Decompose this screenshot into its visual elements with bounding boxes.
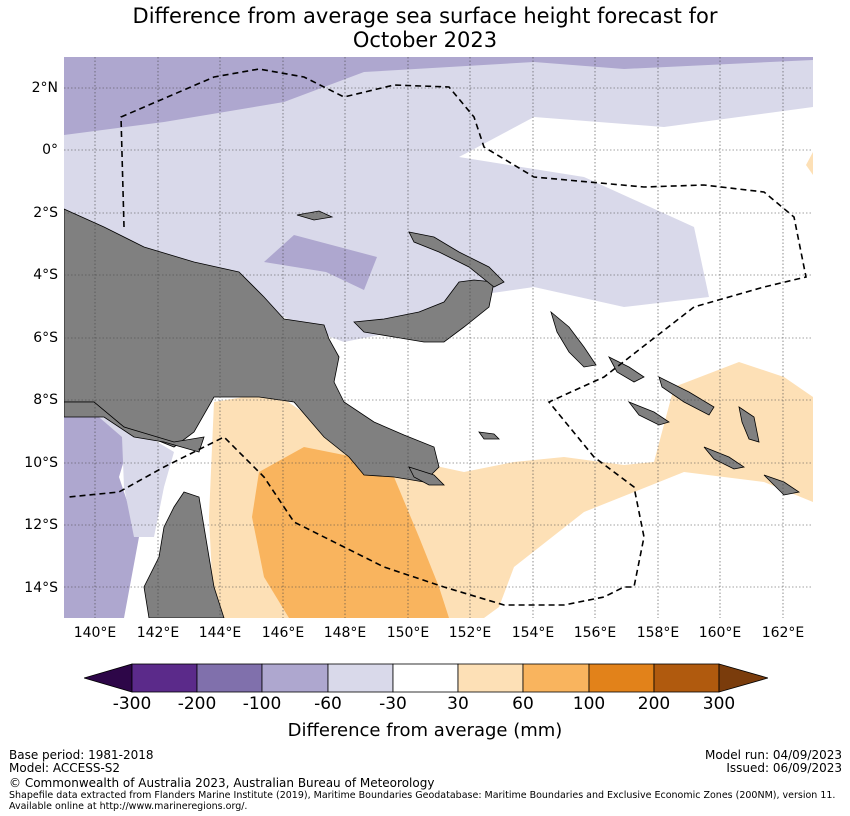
lon-label: 162°E (761, 625, 805, 641)
model-run: Model run: 04/09/2023 (704, 748, 842, 762)
title-line-2: October 2023 (352, 28, 498, 52)
lat-label: 4°S (33, 267, 58, 283)
colorbar-tick: -200 (177, 694, 217, 714)
contour-minus-60-north (64, 57, 813, 135)
issued-date: Issued: 06/09/2023 (726, 761, 842, 775)
contour-minus-30-west (64, 387, 174, 537)
lat-label: 14°S (24, 580, 58, 596)
small-island-east (763, 474, 801, 496)
lat-label: 12°S (24, 517, 58, 533)
lat-label: 2°N (31, 80, 58, 96)
colorbar-segment (327, 663, 394, 693)
contour-plus-30-east (806, 152, 813, 175)
lon-label: 144°E (198, 625, 242, 641)
lon-label: 152°E (448, 625, 492, 641)
solomon-island-4 (703, 446, 746, 470)
colorbar-extend-high (718, 663, 768, 693)
lon-label: 142°E (136, 625, 180, 641)
lat-label: 2°S (33, 205, 58, 221)
contour-minus-60-patch (264, 235, 377, 290)
colorbar (84, 663, 768, 693)
lat-label: 10°S (24, 455, 58, 471)
colorbar-tick: -100 (242, 694, 282, 714)
lon-label: 150°E (386, 625, 430, 641)
contour-minus-30 (64, 57, 813, 342)
colorbar-tick: -60 (314, 694, 342, 714)
dentrecasteaux-land (408, 466, 445, 486)
colorbar-tick: 200 (637, 694, 671, 714)
colorbar-tick: -300 (112, 694, 152, 714)
sea-surface-height-map (64, 57, 813, 618)
lon-label: 146°E (261, 625, 305, 641)
colorbar-segment (457, 663, 524, 693)
shapefile-credit-1: Shapefile data extracted from Flanders M… (9, 790, 836, 801)
base-period: Base period: 1981-2018 (9, 748, 154, 762)
colorbar-segment (196, 663, 263, 693)
model-name: Model: ACCESS-S2 (9, 761, 121, 775)
new-britain-land (353, 279, 495, 343)
title-line-1: Difference from average sea surface heig… (132, 4, 718, 28)
colorbar-tick: 100 (572, 694, 606, 714)
lat-label: 6°S (33, 330, 58, 346)
colorbar-segment (392, 663, 459, 693)
west-cape-land (64, 401, 205, 453)
colorbar-label: Difference from average (mm) (287, 720, 563, 741)
colorbar-segment (653, 663, 720, 693)
new-guinea-land (64, 208, 440, 483)
colorbar-tick: 60 (512, 694, 534, 714)
colorbar-segment (131, 663, 198, 693)
lon-label: 156°E (573, 625, 617, 641)
louisiade-land (478, 431, 500, 440)
contour-minus-60-west (64, 387, 139, 618)
eez-boundary (68, 68, 807, 606)
cape-york-land (143, 491, 225, 618)
shapefile-credit-2: Available online at http://www.marinereg… (9, 801, 248, 812)
bougainville-land (550, 310, 597, 368)
solomon-island-3 (627, 401, 670, 426)
chart-title: Difference from average sea surface heig… (0, 4, 850, 52)
land-masses (64, 208, 801, 618)
solomon-island-1 (608, 356, 645, 383)
new-ireland-land (408, 231, 505, 288)
contour-plus-60 (252, 447, 449, 618)
lon-label: 140°E (73, 625, 117, 641)
colorbar-tick: 300 (702, 694, 736, 714)
lat-label: 8°S (33, 392, 58, 408)
solomon-island-2 (658, 376, 715, 416)
colorbar-tick: 30 (447, 694, 469, 714)
colorbar-extend-low (84, 663, 133, 693)
lon-label: 154°E (511, 625, 555, 641)
copyright: © Commonwealth of Australia 2023, Austra… (9, 776, 435, 790)
colorbar-segment (588, 663, 655, 693)
gridlines (64, 57, 813, 618)
lon-label: 158°E (636, 625, 680, 641)
solomon-island-5 (738, 406, 760, 443)
lat-label: 0° (42, 142, 58, 158)
lon-label: 148°E (323, 625, 367, 641)
colorbar-segment (522, 663, 590, 693)
colorbar-segment (261, 663, 329, 693)
lon-label: 160°E (698, 625, 742, 641)
colorbar-tick: -30 (379, 694, 407, 714)
